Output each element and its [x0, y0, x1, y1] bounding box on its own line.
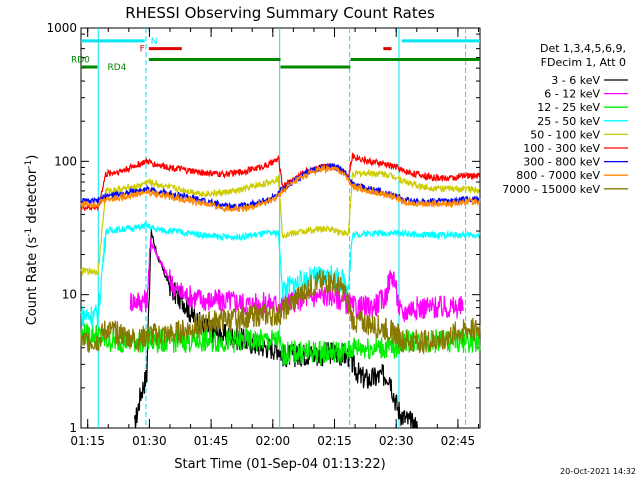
legend: Det 1,3,4,5,6,9, FDecim 1, Att 0 3 - 6 k… [502, 42, 628, 196]
x-tick-label: 01:15 [70, 434, 105, 448]
legend-label: 25 - 50 keV [537, 115, 600, 128]
y-axis-label-close: ) [25, 155, 40, 160]
legend-header-line-2: FDecim 1, Att 0 [541, 56, 626, 69]
flag-label-rd0: RD0 [71, 56, 90, 66]
series-line-3 [80, 222, 481, 328]
x-tick-label: 02:45 [441, 434, 476, 448]
legend-label: 800 - 7000 keV [516, 169, 600, 182]
flag-label-rd4: RD4 [107, 63, 126, 73]
y-tick-label: 1000 [46, 21, 77, 35]
chart-title: RHESSI Observing Summary Count Rates [125, 4, 435, 22]
x-tick-label: 01:45 [194, 434, 229, 448]
y-axis-label-exponent: -1 [24, 228, 34, 237]
series-line-8 [80, 270, 481, 355]
legend-label: 50 - 100 keV [530, 128, 600, 141]
y-axis-label-exponent-2: -1 [24, 160, 34, 169]
series-line-5 [80, 152, 480, 211]
timestamp: 20-Oct-2021 14:32 [560, 467, 636, 476]
series-line-7 [80, 164, 481, 214]
legend-label: 300 - 800 keV [523, 156, 600, 169]
series-line-4 [80, 169, 481, 277]
legend-label: 6 - 12 keV [544, 88, 600, 101]
series-line-1 [129, 238, 464, 323]
x-axis-label: Start Time (01-Sep-04 01:13:22) [174, 457, 385, 472]
y-axis-label-middle: detector [25, 168, 40, 228]
flag-label-n: N [151, 37, 158, 47]
legend-label: 7000 - 15000 keV [502, 183, 600, 196]
y-tick-label: 100 [54, 154, 77, 168]
x-tick-label: 02:00 [256, 434, 291, 448]
legend-label: 100 - 300 keV [523, 142, 600, 155]
plot-area: 1 10 100 1000 01:15 01:30 01:45 02:00 02:15 02:30… [46, 21, 481, 448]
y-axis-label-main: Count Rate (s [25, 237, 40, 326]
flag-label-f: F [140, 45, 145, 55]
plot-frame [80, 27, 481, 429]
legend-label: 12 - 25 keV [537, 101, 600, 114]
y-tick-label: 10 [62, 288, 77, 302]
x-tick-label: 01:30 [132, 434, 167, 448]
legend-header-line-1: Det 1,3,4,5,6,9, [540, 42, 626, 55]
legend-label: 3 - 6 keV [551, 74, 600, 87]
y-axis-label: Count Rate (s-1 detector-1) [24, 155, 40, 326]
y-tick-label: 1 [69, 421, 77, 435]
x-tick-label: 02:30 [379, 434, 414, 448]
x-tick-label: 02:15 [317, 434, 352, 448]
